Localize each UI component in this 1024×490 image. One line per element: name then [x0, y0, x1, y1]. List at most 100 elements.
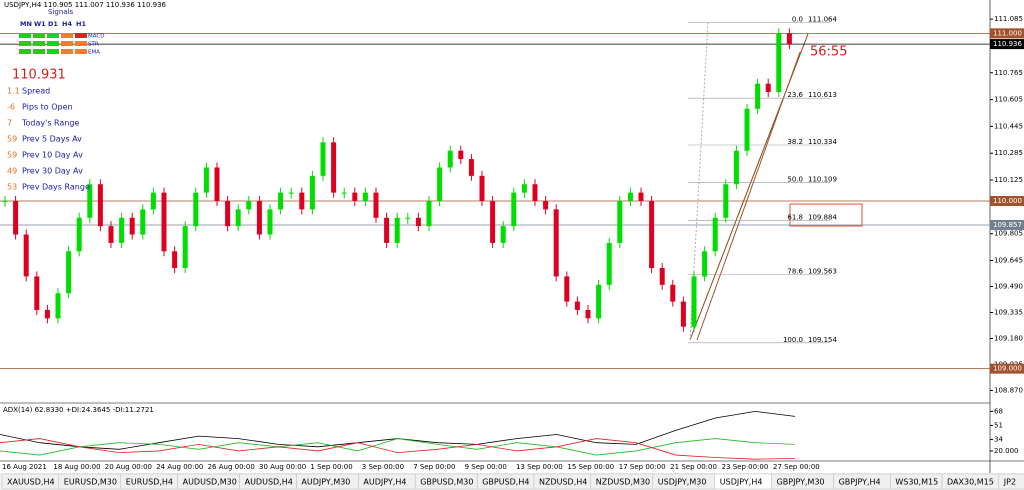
- candle-body: [479, 175, 485, 201]
- x-tick-label: 13 Sep 00:00: [516, 463, 563, 471]
- tab-label[interactable]: USDJPY,H4: [720, 478, 763, 487]
- tab-label[interactable]: USDJPY,M30: [658, 478, 707, 487]
- candle-body: [267, 209, 273, 235]
- candle-body: [108, 226, 114, 243]
- x-tick-label: 23 Sep 00:00: [722, 463, 769, 471]
- candle-body: [786, 33, 792, 45]
- tab-label[interactable]: GBPUSD,H4: [482, 478, 529, 487]
- current-price: 110.931: [12, 68, 66, 83]
- candle-body: [331, 142, 337, 193]
- tab-label[interactable]: AUDUSD,M30: [183, 478, 237, 487]
- tab-label[interactable]: XAUUSD,H4: [7, 478, 55, 487]
- tab[interactable]: [998, 473, 1024, 490]
- info-label: Pips to Open: [22, 103, 73, 112]
- indicator-title: ADX(14) 62.8330 +DI:24.3645 -DI:11.2721: [3, 406, 154, 414]
- tab-label[interactable]: AUDJPY,M30: [301, 478, 350, 487]
- signal-row: MACD: [88, 34, 105, 40]
- signal-cell: [75, 41, 87, 46]
- x-tick-label: 9 Sep 00:00: [465, 463, 507, 471]
- candle-body: [532, 184, 538, 201]
- level-label: 110.000: [993, 197, 1022, 205]
- tab-label[interactable]: EURUSD,H4: [126, 478, 173, 487]
- signal-row: EMA: [88, 50, 100, 56]
- info-label: Prev Days Range: [22, 183, 90, 192]
- signals-title: Signals: [48, 8, 74, 16]
- signal-cell: [19, 33, 31, 38]
- x-tick-label: 24 Aug 00:00: [156, 463, 203, 471]
- tab-label[interactable]: NZDUSD,H4: [539, 478, 587, 487]
- x-tick-label: 7 Sep 00:00: [413, 463, 455, 471]
- timeframe: H1: [76, 20, 86, 28]
- candle-body: [500, 226, 506, 243]
- signal-cell: [75, 49, 87, 54]
- candle-body: [352, 192, 358, 201]
- y-tick-label: 108.870: [994, 386, 1023, 394]
- candle-body: [765, 83, 771, 93]
- candle-body: [119, 217, 125, 243]
- adx-panel: ADX(14) 62.8330 +DI:24.3645 -DI:11.2721 6…: [0, 406, 1019, 460]
- y-tick-label: 109.490: [994, 282, 1023, 290]
- tab-label[interactable]: AUDUSD,H4: [245, 478, 293, 487]
- candle-body: [691, 276, 697, 327]
- fib-price: 110.613: [808, 91, 837, 99]
- tab-label[interactable]: DAX30,M15: [947, 478, 994, 487]
- fib-level: 61.8: [787, 213, 803, 221]
- candle-body: [161, 192, 167, 252]
- fib-price: 110.109: [808, 176, 837, 184]
- candle-body: [362, 192, 368, 201]
- tab-label[interactable]: GBPJPY,M30: [777, 478, 825, 487]
- candle-body: [97, 184, 103, 227]
- candle-body: [574, 301, 580, 310]
- signal-cell: [61, 41, 73, 46]
- candle-body: [309, 175, 315, 210]
- x-tick-label: 16 Aug 2021: [2, 463, 47, 471]
- tab-label[interactable]: JP2: [1003, 478, 1016, 487]
- candle-body: [394, 217, 400, 243]
- info-label: Prev 5 Days Av: [22, 135, 82, 144]
- ui: 16 Aug 2021 18 Aug 00:00 20 Aug 00:00 24 Au…: [1, 20, 1024, 490]
- info-value: 59: [7, 151, 17, 160]
- tab-label[interactable]: EURUSD,M30: [64, 478, 117, 487]
- candle-body: [490, 200, 496, 243]
- candle-body: [712, 217, 718, 252]
- x-tick-label: 27 Sep 00:00: [773, 463, 820, 471]
- candle-body: [585, 309, 591, 319]
- signal-cell: [47, 33, 59, 38]
- info-label: Today's Range: [21, 119, 79, 128]
- tab-label[interactable]: AUDJPY,H4: [363, 478, 406, 487]
- tab-label[interactable]: GBPJPY,H4: [839, 478, 881, 487]
- candle-body: [553, 209, 559, 277]
- candle-body: [172, 251, 178, 269]
- level-label-bg: [990, 39, 1024, 50]
- y-tick-label: 109.335: [994, 308, 1023, 316]
- info-label: Prev 10 Day Av: [22, 151, 83, 160]
- candle-body: [34, 276, 40, 310]
- tab-label[interactable]: GBPUSD,M30: [420, 478, 473, 487]
- candle-body: [182, 226, 188, 269]
- candle-body: [649, 200, 655, 269]
- y-tick-label: 20.000: [994, 447, 1019, 455]
- y-tick-label: 110.445: [994, 122, 1023, 130]
- candle-body: [320, 142, 326, 176]
- candle-body: [755, 83, 761, 109]
- tab-label[interactable]: NZDUSD,M30: [596, 478, 650, 487]
- tab-label[interactable]: WS30,M15: [895, 478, 938, 487]
- y-tick-label: 110.285: [994, 149, 1023, 157]
- signal-cell: [19, 41, 31, 46]
- fib-level: 100.0: [783, 336, 803, 344]
- level-label-bg: [990, 219, 1024, 230]
- y-tick-label: 109.645: [994, 257, 1023, 265]
- candle-body: [702, 251, 708, 277]
- x-tick-label: 26 Aug 00:00: [208, 463, 255, 471]
- signal-cell: [47, 49, 59, 54]
- fib-price: 109.884: [808, 213, 837, 221]
- indicator-line: [0, 438, 796, 456]
- candle-body: [44, 309, 50, 319]
- candle-body: [214, 167, 220, 201]
- level-label: 110.936: [993, 40, 1022, 48]
- candle-body: [235, 209, 241, 227]
- candle-body: [87, 184, 93, 218]
- info-label: Spread: [22, 87, 50, 96]
- candle-body: [776, 33, 782, 93]
- level-label-bg: [990, 195, 1024, 206]
